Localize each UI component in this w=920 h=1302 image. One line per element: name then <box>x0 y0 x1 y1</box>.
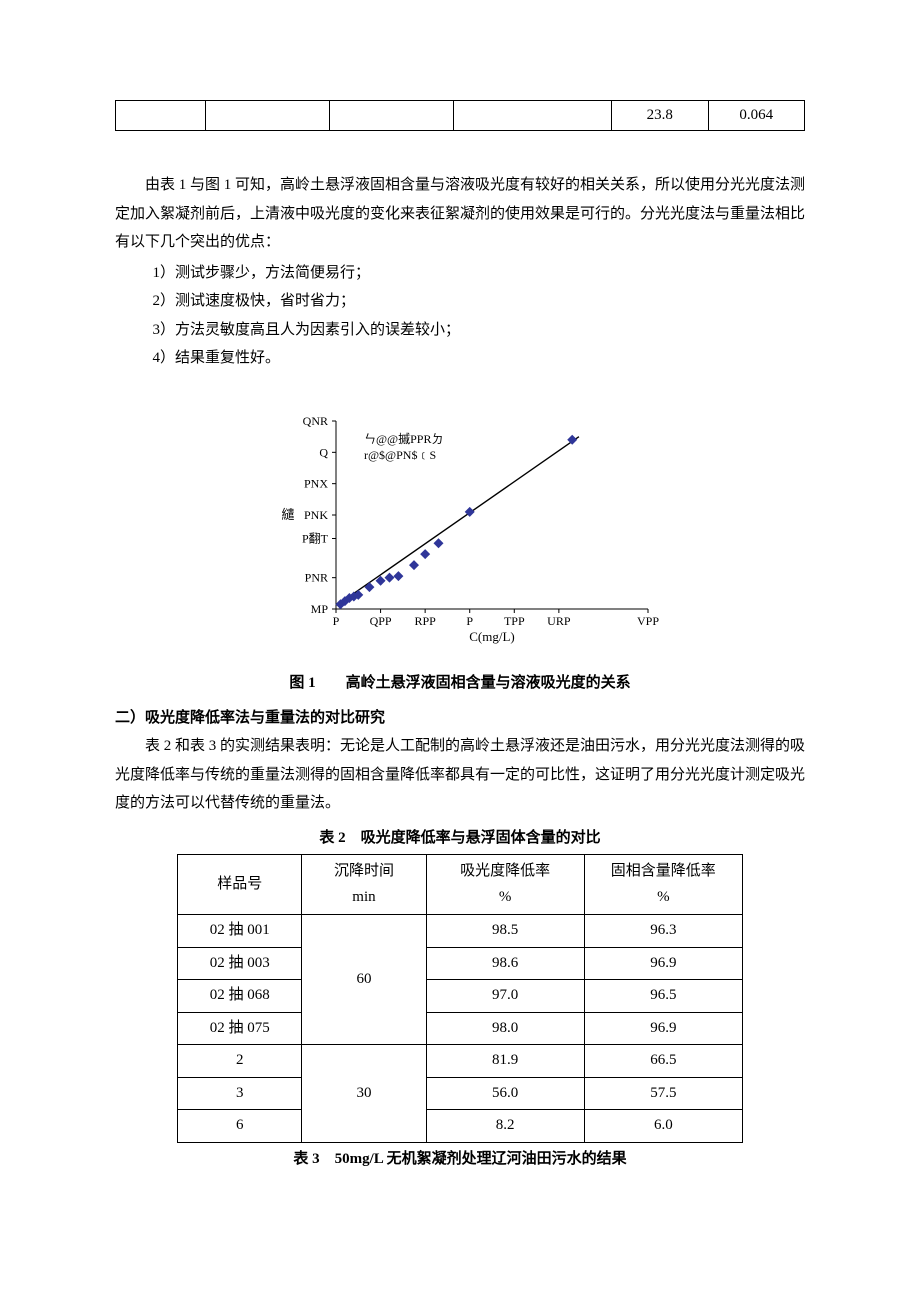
cell-sample: 02 抽 001 <box>178 915 302 948</box>
figure-1-caption: 图 1 高岭土悬浮液固相含量与溶液吸光度的关系 <box>115 669 805 698</box>
list-item: 4）结果重复性好。 <box>153 344 806 373</box>
svg-text:ㄣ@@摵PPRㄉ: ㄣ@@摵PPRㄉ <box>364 432 443 446</box>
advantages-list: 1）测试步骤少，方法简便易行； 2）测试速度极快，省时省力； 3）方法灵敏度高且… <box>153 259 806 373</box>
table-row: 3 56.057.5 <box>178 1077 743 1110</box>
svg-text:P: P <box>466 614 473 628</box>
svg-text:Q: Q <box>319 445 328 459</box>
svg-text:QPP: QPP <box>370 614 392 628</box>
cell <box>205 101 329 131</box>
cell-solid: 96.3 <box>584 915 742 948</box>
cell-abs: 97.0 <box>426 980 584 1013</box>
cell: 23.8 <box>612 101 708 131</box>
svg-text:RPP: RPP <box>414 614 436 628</box>
svg-text:P翻T: P翻T <box>302 531 329 545</box>
table-3-caption: 表 3 50mg/L 无机絮凝剂处理辽河油田污水的结果 <box>115 1145 805 1174</box>
figure-1: MP PNR P翻T PNK PNX Q QNR P QPP RPP P TPP URP VPP C(mg/… <box>115 403 805 662</box>
cell-sample: 3 <box>178 1077 302 1110</box>
table-row: 23.8 0.064 <box>116 101 805 131</box>
cell-sample: 6 <box>178 1110 302 1143</box>
section-2-heading: 二）吸光度降低率法与重量法的对比研究 <box>115 704 805 733</box>
cell <box>116 101 206 131</box>
table-2: 样品号 沉降时间min 吸光度降低率% 固相含量降低率% 02 抽 001609… <box>177 854 743 1143</box>
col-header-solid-reduce: 固相含量降低率% <box>584 855 742 915</box>
cell-abs: 98.5 <box>426 915 584 948</box>
cell <box>453 101 611 131</box>
svg-text:QNR: QNR <box>303 414 328 428</box>
cell-time: 30 <box>302 1045 426 1143</box>
cell-sample: 02 抽 003 <box>178 947 302 980</box>
intro-paragraph: 由表 1 与图 1 可知，高岭土悬浮液固相含量与溶液吸光度有较好的相关关系，所以… <box>115 171 805 257</box>
col-header-abs-reduce: 吸光度降低率% <box>426 855 584 915</box>
cell-solid: 6.0 <box>584 1110 742 1143</box>
cell-sample: 02 抽 068 <box>178 980 302 1013</box>
cell-abs: 81.9 <box>426 1045 584 1078</box>
section-2-paragraph: 表 2 和表 3 的实测结果表明：无论是人工配制的高岭土悬浮液还是油田污水，用分… <box>115 732 805 818</box>
col-header-sample: 样品号 <box>178 855 302 915</box>
cell-abs: 98.0 <box>426 1012 584 1045</box>
cell-sample: 02 抽 075 <box>178 1012 302 1045</box>
list-item: 2）测试速度极快，省时省力； <box>153 287 806 316</box>
svg-text:MP: MP <box>311 602 329 616</box>
svg-text:PNK: PNK <box>304 508 328 522</box>
svg-text:繾: 繾 <box>281 507 294 522</box>
table-row: 23081.966.5 <box>178 1045 743 1078</box>
svg-text:PNX: PNX <box>304 476 328 490</box>
table-header-row: 样品号 沉降时间min 吸光度降低率% 固相含量降低率% <box>178 855 743 915</box>
cell <box>329 101 453 131</box>
table-row: 02 抽 075 98.096.9 <box>178 1012 743 1045</box>
cell-solid: 57.5 <box>584 1077 742 1110</box>
scatter-chart: MP PNR P翻T PNK PNX Q QNR P QPP RPP P TPP URP VPP C(mg/… <box>250 403 670 651</box>
list-item: 3）方法灵敏度高且人为因素引入的误差较小； <box>153 316 806 345</box>
col-header-time: 沉降时间min <box>302 855 426 915</box>
cell-time: 60 <box>302 915 426 1045</box>
cell-solid: 66.5 <box>584 1045 742 1078</box>
cell-abs: 56.0 <box>426 1077 584 1110</box>
top-fragment-table: 23.8 0.064 <box>115 100 805 131</box>
svg-text:PNR: PNR <box>305 570 328 584</box>
cell-abs: 8.2 <box>426 1110 584 1143</box>
svg-text:VPP: VPP <box>637 614 659 628</box>
table-2-caption: 表 2 吸光度降低率与悬浮固体含量的对比 <box>115 824 805 853</box>
svg-text:r@$@PN$﹝S: r@$@PN$﹝S <box>364 448 436 462</box>
cell: 0.064 <box>708 101 804 131</box>
table-row: 6 8.26.0 <box>178 1110 743 1143</box>
table-row: 02 抽 068 97.096.5 <box>178 980 743 1013</box>
cell-solid: 96.9 <box>584 1012 742 1045</box>
svg-text:C(mg/L): C(mg/L) <box>469 629 515 644</box>
cell-abs: 98.6 <box>426 947 584 980</box>
cell-solid: 96.5 <box>584 980 742 1013</box>
cell-sample: 2 <box>178 1045 302 1078</box>
table-row: 02 抽 0016098.596.3 <box>178 915 743 948</box>
table-row: 02 抽 003 98.696.9 <box>178 947 743 980</box>
cell-solid: 96.9 <box>584 947 742 980</box>
svg-text:P: P <box>333 614 340 628</box>
list-item: 1）测试步骤少，方法简便易行； <box>153 259 806 288</box>
svg-text:TPP: TPP <box>504 614 525 628</box>
svg-text:URP: URP <box>547 614 571 628</box>
